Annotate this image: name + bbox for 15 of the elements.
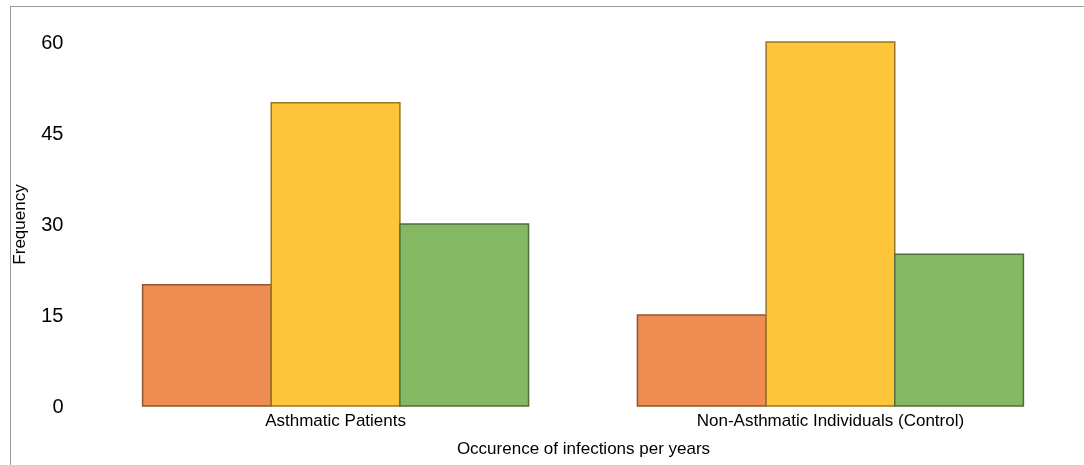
bar: [636, 314, 767, 407]
bar: [765, 41, 896, 407]
y-axis-title: Frequency: [10, 183, 30, 265]
x-axis-title: Occurence of infections per years: [456, 438, 711, 458]
y-tick-label: 60: [41, 30, 64, 53]
y-tick-label: 15: [41, 303, 64, 326]
bar: [894, 253, 1025, 407]
x-tick-label: Non-Asthmatic Individuals (Control): [696, 410, 965, 430]
bar: [270, 101, 401, 407]
bar: [141, 283, 272, 407]
y-tick-label: 30: [41, 212, 64, 235]
bar: [399, 223, 530, 407]
y-tick-label: 45: [41, 121, 64, 144]
y-tick-label: 0: [52, 394, 64, 417]
x-tick-label: Asthmatic Patients: [265, 410, 406, 430]
